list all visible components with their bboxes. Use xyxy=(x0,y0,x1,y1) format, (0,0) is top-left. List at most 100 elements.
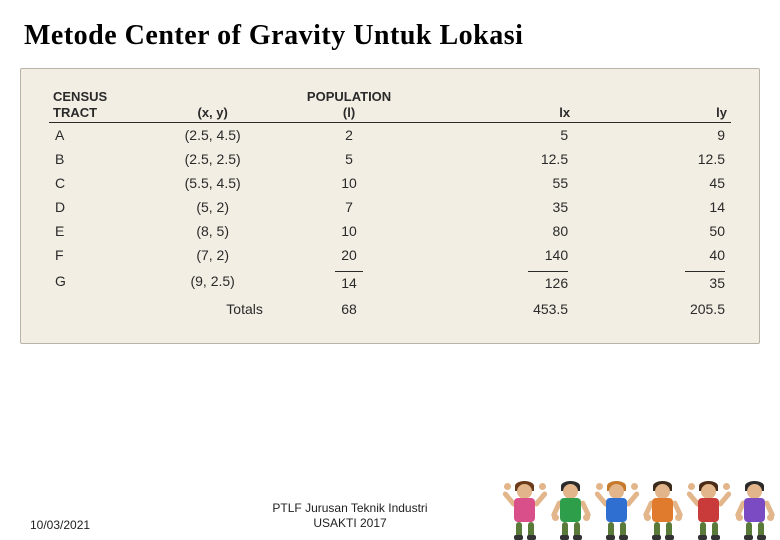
totals-spacer xyxy=(49,295,144,321)
cog-table: CENSUS TRACT (x, y) POPULATION (l) lx ly… xyxy=(49,87,731,321)
th-ly: ly xyxy=(574,87,731,123)
kid-shoe xyxy=(757,535,766,540)
th-xy: (x, y) xyxy=(144,87,280,123)
table-row: A (2.5, 4.5) 2 5 9 xyxy=(49,123,731,148)
slide-title: Metode Center of Gravity Untuk Lokasi xyxy=(0,0,780,62)
cell-pop: 14 xyxy=(281,267,417,295)
totals-pop: 68 xyxy=(281,295,417,321)
kid-hand xyxy=(688,483,695,490)
kid-head xyxy=(517,484,532,499)
cell-tract: G xyxy=(49,267,144,295)
cell-xy: (8, 5) xyxy=(144,219,280,243)
kid-head xyxy=(747,484,762,499)
kid-hand xyxy=(675,514,682,521)
footer-line2: USAKTI 2017 xyxy=(313,516,386,530)
cell-ly: 9 xyxy=(574,123,731,148)
cell-xy: (2.5, 2.5) xyxy=(144,147,280,171)
kid-shoe xyxy=(619,535,628,540)
kid-hand xyxy=(723,483,730,490)
kid-icon xyxy=(504,480,546,540)
cell-lx-last: 126 xyxy=(528,271,568,291)
kids-clipart xyxy=(504,480,776,540)
table-row: B (2.5, 2.5) 5 12.5 12.5 xyxy=(49,147,731,171)
kid-body xyxy=(652,498,673,522)
cell-pop: 20 xyxy=(281,243,417,267)
cell-tract: D xyxy=(49,195,144,219)
cell-pop: 5 xyxy=(281,147,417,171)
data-table-card: CENSUS TRACT (x, y) POPULATION (l) lx ly… xyxy=(20,68,760,344)
kid-shoe xyxy=(606,535,615,540)
kid-body xyxy=(514,498,535,522)
cell-xy: (2.5, 4.5) xyxy=(144,123,280,148)
cell-pop: 2 xyxy=(281,123,417,148)
kid-shoe xyxy=(527,535,536,540)
th-tract-l1: CENSUS xyxy=(53,89,107,104)
cell-pop: 10 xyxy=(281,219,417,243)
kid-head xyxy=(655,484,670,499)
cell-ly-last: 35 xyxy=(685,271,725,291)
kid-shoe xyxy=(698,535,707,540)
footer-line1: PTLF Jurusan Teknik Industri xyxy=(272,501,427,515)
kid-hand xyxy=(767,514,774,521)
table-row: F (7, 2) 20 140 40 xyxy=(49,243,731,267)
kid-icon xyxy=(734,480,776,540)
kid-arm xyxy=(717,490,732,507)
totals-lx: 453.5 xyxy=(417,295,574,321)
cell-lx: 126 xyxy=(417,267,574,295)
kid-hand xyxy=(552,514,559,521)
th-tract-l2: TRACT xyxy=(53,105,97,120)
cell-pop-last: 14 xyxy=(335,271,363,291)
kid-head xyxy=(563,484,578,499)
kid-icon xyxy=(688,480,730,540)
cell-lx: 140 xyxy=(417,243,574,267)
cell-tract: C xyxy=(49,171,144,195)
cell-pop: 10 xyxy=(281,171,417,195)
kid-body xyxy=(698,498,719,522)
th-pop-l2: (l) xyxy=(343,105,355,120)
kid-head xyxy=(609,484,624,499)
kid-body xyxy=(606,498,627,522)
kid-hand xyxy=(596,483,603,490)
kid-arm xyxy=(625,490,640,507)
cell-lx: 55 xyxy=(417,171,574,195)
kid-shoe xyxy=(744,535,753,540)
cell-lx: 80 xyxy=(417,219,574,243)
kid-shoe xyxy=(560,535,569,540)
kid-hand xyxy=(736,514,743,521)
kid-icon xyxy=(642,480,684,540)
cell-pop: 7 xyxy=(281,195,417,219)
table-row: C (5.5, 4.5) 10 55 45 xyxy=(49,171,731,195)
kid-shoe xyxy=(665,535,674,540)
kid-shoe xyxy=(711,535,720,540)
th-pop-l1: POPULATION xyxy=(307,89,391,104)
cell-xy: (7, 2) xyxy=(144,243,280,267)
footer-date: 10/03/2021 xyxy=(0,518,180,532)
kid-arm xyxy=(533,490,548,507)
cell-lx: 5 xyxy=(417,123,574,148)
kid-hand xyxy=(539,483,546,490)
kid-icon xyxy=(596,480,638,540)
kid-hand xyxy=(583,514,590,521)
cell-ly: 50 xyxy=(574,219,731,243)
kid-shoe xyxy=(652,535,661,540)
table-row: E (8, 5) 10 80 50 xyxy=(49,219,731,243)
cell-ly: 40 xyxy=(574,243,731,267)
cell-tract: F xyxy=(49,243,144,267)
kid-hand xyxy=(504,483,511,490)
cell-xy: (9, 2.5) xyxy=(144,267,280,295)
kid-icon xyxy=(550,480,592,540)
cell-xy: (5, 2) xyxy=(144,195,280,219)
th-pop: POPULATION (l) xyxy=(281,87,417,123)
table-row: G (9, 2.5) 14 126 35 xyxy=(49,267,731,295)
footer-center: PTLF Jurusan Teknik Industri USAKTI 2017 xyxy=(180,501,520,532)
cell-xy: (5.5, 4.5) xyxy=(144,171,280,195)
cell-lx: 35 xyxy=(417,195,574,219)
cell-lx: 12.5 xyxy=(417,147,574,171)
cell-tract: E xyxy=(49,219,144,243)
cell-ly: 45 xyxy=(574,171,731,195)
cell-ly: 14 xyxy=(574,195,731,219)
kid-hand xyxy=(631,483,638,490)
th-lx: lx xyxy=(417,87,574,123)
kid-shoe xyxy=(573,535,582,540)
cell-ly: 12.5 xyxy=(574,147,731,171)
